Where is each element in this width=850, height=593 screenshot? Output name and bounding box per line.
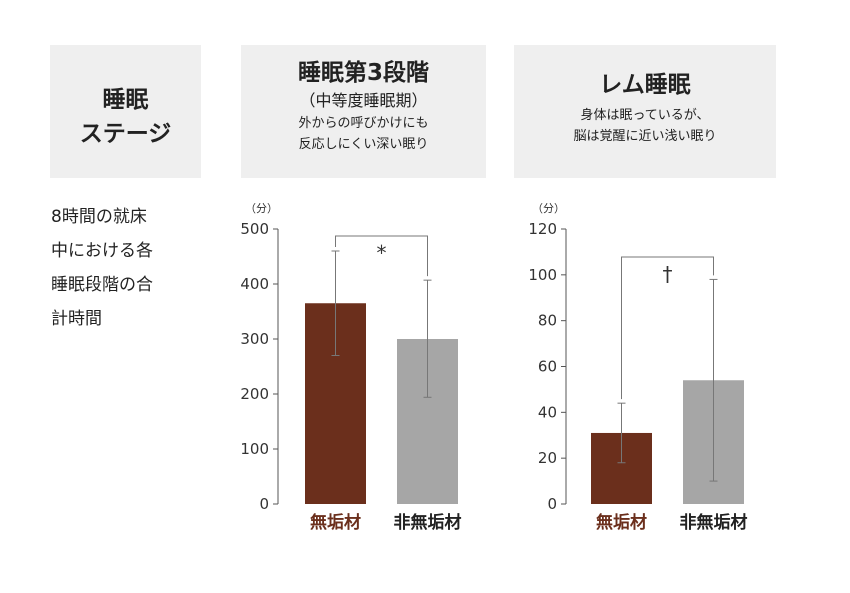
description-line: 計時間 (51, 309, 102, 329)
rem-sleep-desc-line1: 身体は眠っているが、 (580, 108, 710, 123)
row-description: 8時間の就床 中における各 睡眠段階の合 計時間 (51, 200, 216, 336)
y-tick-label: 500 (240, 220, 269, 238)
description-line: 中における各 (51, 241, 153, 261)
y-tick-label: 60 (538, 358, 557, 376)
rem-sleep-desc-line2: 脳は覚醒に近い浅い眠り (573, 129, 717, 144)
description-line: 8時間の就床 (51, 207, 147, 227)
category-label: 非無垢材 (394, 512, 462, 533)
deep-sleep-subtitle: （中等度睡眠期） (299, 91, 428, 110)
category-label: 無垢材 (310, 512, 361, 533)
y-tick-label: 120 (528, 220, 557, 238)
stage-header-box: 睡眠 ステージ (50, 45, 201, 178)
y-tick-label: 0 (547, 495, 557, 513)
stage-header-line1: 睡眠 (102, 87, 149, 113)
y-tick-label: 100 (528, 266, 557, 284)
deep-sleep-header-box: 睡眠第3段階 （中等度睡眠期） 外からの呼びかけにも 反応しにくい深い眠り (241, 45, 486, 178)
deep-sleep-desc-line2: 反応しにくい深い眠り (298, 137, 429, 152)
significance-mark: † (663, 262, 673, 286)
y-tick-label: 20 (538, 449, 557, 467)
y-tick-label: 80 (538, 312, 557, 330)
y-tick-label: 200 (240, 385, 269, 403)
deep-sleep-desc-line1: 外からの呼びかけにも (298, 116, 429, 131)
category-label: 無垢材 (596, 512, 647, 533)
deep-sleep-title: 睡眠第3段階 (297, 60, 429, 86)
y-tick-label: 40 (538, 403, 557, 421)
rem-sleep-title: レム睡眠 (599, 72, 691, 98)
y-unit-label: （分） (245, 202, 278, 215)
y-tick-label: 0 (259, 495, 269, 513)
significance-bracket (335, 235, 428, 277)
significance-mark: * (377, 241, 387, 265)
y-tick-label: 400 (240, 275, 269, 293)
category-label: 非無垢材 (680, 512, 748, 533)
significance-bracket (621, 256, 714, 400)
y-unit-label: （分） (532, 202, 565, 215)
y-tick-label: 300 (240, 330, 269, 348)
stage-header-line2: ステージ (79, 121, 172, 147)
rem-sleep-header-box: レム睡眠 身体は眠っているが、 脳は覚醒に近い浅い眠り (514, 45, 776, 178)
y-tick-label: 100 (240, 440, 269, 458)
description-line: 睡眠段階の合 (51, 275, 153, 295)
